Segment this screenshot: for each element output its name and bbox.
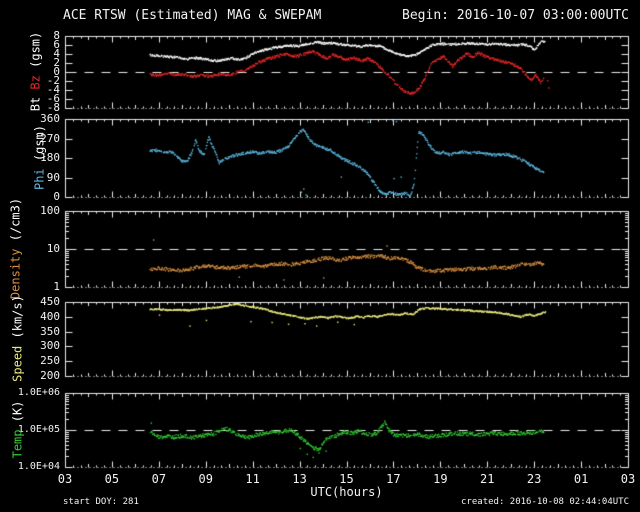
x-tick-label: 03 (620, 472, 636, 486)
x-tick-label: 15 (339, 472, 354, 486)
x-tick-label: 09 (198, 472, 213, 486)
x-tick-label: 01 (573, 472, 589, 486)
x-tick-label: 23 (526, 472, 542, 486)
y-tick-label: 360 (40, 112, 60, 125)
y-tick-label: 270 (40, 132, 60, 145)
x-tick-label: 03 (57, 472, 73, 486)
y-tick-label: 180 (40, 151, 60, 164)
x-tick-label: 19 (433, 472, 448, 486)
y-tick-label: 4 (53, 47, 60, 60)
x-tick-label: 07 (151, 472, 167, 486)
y-tick-label: 300 (40, 339, 60, 352)
y-tick-label: 350 (40, 325, 60, 338)
x-tick-label: 21 (480, 472, 495, 486)
x-tick-label: 17 (386, 472, 401, 486)
y-tick-label: 450 (40, 295, 60, 308)
y-tick-label: 400 (40, 310, 60, 323)
y-tick-label: 0 (53, 65, 60, 78)
y-tick-label: 2 (53, 56, 60, 69)
y-tick-label: -4 (46, 83, 60, 96)
y-tick-label: 1.0E+04 (17, 461, 60, 472)
y-tick-label: 250 (40, 354, 60, 367)
y-tick-label: 0 (53, 190, 60, 203)
y-axis-title-temp: Temp (K) (10, 400, 25, 459)
y-tick-label: 1.0E+06 (17, 387, 60, 398)
y-tick-label: -2 (46, 74, 60, 87)
start-doy-label: start DOY: 281 (63, 497, 139, 507)
x-tick-label: 13 (292, 472, 307, 486)
y-tick-label: -8 (46, 101, 60, 114)
y-tick-label: -6 (46, 92, 60, 105)
y-tick-label: 10 (46, 242, 60, 255)
y-tick-label: 8 (53, 29, 60, 42)
created-timestamp: created: 2016-10-08 02:44:04UTC (461, 497, 629, 507)
y-axis-title-phi: Phi (gsm) (32, 124, 47, 191)
y-tick-label: 1 (53, 280, 60, 293)
y-tick-label: 100 (40, 204, 60, 217)
begin-timestamp: Begin: 2016-10-07 03:00:00UTC (402, 8, 629, 23)
y-tick-label: 200 (40, 369, 60, 382)
y-tick-label: 6 (53, 38, 60, 51)
y-tick-label: 1.0E+05 (17, 424, 60, 435)
x-axis-title: UTC(hours) (310, 485, 383, 499)
x-tick-label: 05 (104, 472, 120, 486)
page-title: ACE RTSW (Estimated) MAG & SWEPAM (63, 8, 322, 23)
y-tick-label: 90 (46, 171, 60, 184)
x-tick-label: 11 (245, 472, 260, 486)
